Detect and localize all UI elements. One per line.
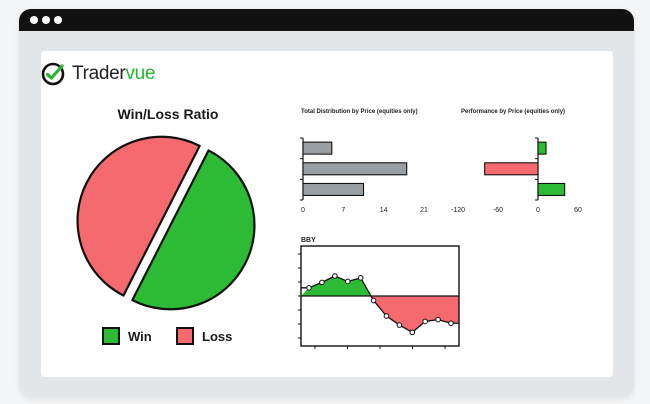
data-point[interactable] xyxy=(396,322,403,328)
x-tick-label: 0 xyxy=(301,207,305,214)
tradervue-logo[interactable]: Tradervue xyxy=(40,60,156,88)
bar-mark[interactable] xyxy=(302,182,365,197)
window-titlebar xyxy=(19,9,634,31)
check-circle-icon xyxy=(41,62,65,86)
area-negative xyxy=(301,296,459,333)
x-tick-label: 60 xyxy=(574,207,582,214)
performance-bar-chart: -120 -60 0 60 xyxy=(451,137,582,214)
pie-slice-win[interactable] xyxy=(131,149,256,311)
data-point[interactable] xyxy=(306,285,312,291)
legend-item-loss: Loss xyxy=(176,325,232,347)
area-positive xyxy=(301,276,459,296)
performance-chart-title: Performance by Price (equities only) xyxy=(461,109,566,115)
bar-mark[interactable] xyxy=(537,182,566,197)
bby-chart-title: BBY xyxy=(301,237,316,244)
legend-item-win: Win xyxy=(102,325,152,347)
bar-mark[interactable] xyxy=(484,162,539,176)
legend-swatch-win xyxy=(102,327,120,345)
data-point[interactable] xyxy=(357,275,364,281)
legend-label-loss: Loss xyxy=(202,328,233,344)
data-point[interactable] xyxy=(319,279,325,286)
bby-area-chart xyxy=(298,245,460,349)
win-loss-pie-chart xyxy=(76,135,256,311)
bar-mark[interactable] xyxy=(302,141,333,155)
pie-slice-loss[interactable] xyxy=(76,135,201,297)
data-point[interactable] xyxy=(370,297,377,304)
data-point[interactable] xyxy=(448,320,454,327)
x-tick-label: -60 xyxy=(493,207,503,214)
x-tick-label: 7 xyxy=(341,207,345,214)
window-dot-icon[interactable] xyxy=(30,16,38,24)
x-tick-label: 14 xyxy=(380,207,388,214)
data-point[interactable] xyxy=(344,278,351,285)
x-tick-label: 21 xyxy=(420,207,428,214)
distribution-chart-title: Total Distribution by Price (equities on… xyxy=(301,109,418,115)
x-tick-label: -120 xyxy=(451,207,465,214)
data-point[interactable] xyxy=(332,273,338,279)
data-point[interactable] xyxy=(383,313,390,319)
window-dot-icon[interactable] xyxy=(42,16,50,24)
data-point[interactable] xyxy=(409,329,416,336)
window-dot-icon[interactable] xyxy=(54,16,62,24)
bar-mark[interactable] xyxy=(302,162,408,176)
logo-wordmark: Tradervue xyxy=(72,63,156,84)
x-tick-label: 0 xyxy=(536,207,540,214)
legend-swatch-loss xyxy=(176,327,194,345)
data-point[interactable] xyxy=(435,316,441,323)
bar-mark[interactable] xyxy=(537,141,547,155)
data-point[interactable] xyxy=(422,318,428,325)
legend-label-win: Win xyxy=(128,328,152,344)
pie-chart-title: Win/Loss Ratio xyxy=(117,106,219,122)
distribution-bar-chart: 0 7 14 21 xyxy=(300,137,428,214)
